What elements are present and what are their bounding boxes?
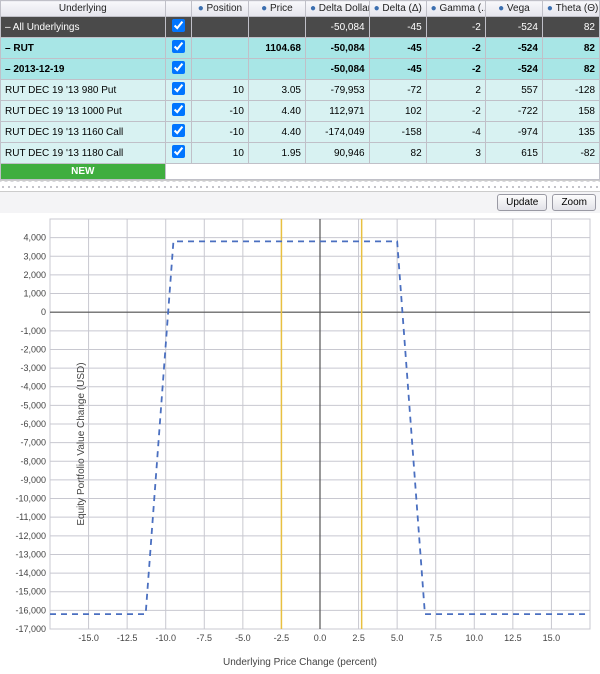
svg-text:-2,000: -2,000 xyxy=(20,344,46,354)
update-button[interactable]: Update xyxy=(497,194,547,211)
svg-text:-1,000: -1,000 xyxy=(20,326,46,336)
svg-text:-5.0: -5.0 xyxy=(235,633,251,643)
table-row[interactable]: RUT DEC 19 '13 1000 Put -104.40 112,9711… xyxy=(1,101,600,122)
svg-text:-7.5: -7.5 xyxy=(197,633,213,643)
svg-text:-17,000: -17,000 xyxy=(15,624,46,634)
zoom-button[interactable]: Zoom xyxy=(552,194,596,211)
svg-text:-9,000: -9,000 xyxy=(20,475,46,485)
svg-text:-5,000: -5,000 xyxy=(20,400,46,410)
table-row[interactable]: RUT DEC 19 '13 980 Put 103.05 -79,953-72… xyxy=(1,80,600,101)
svg-text:12.5: 12.5 xyxy=(504,633,522,643)
header-row: Underlying ● Position ● Price ● Delta Do… xyxy=(1,1,600,17)
svg-text:2,000: 2,000 xyxy=(23,270,46,280)
svg-text:-15.0: -15.0 xyxy=(78,633,99,643)
svg-text:3,000: 3,000 xyxy=(23,251,46,261)
chart-svg: 4,000 3,000 2,000 1,000 0 -1,000 -2,000 -3,000 -… xyxy=(0,213,600,653)
table-row[interactable]: RUT DEC 19 '13 1160 Call -104.40 -174,04… xyxy=(1,122,600,143)
svg-text:-8,000: -8,000 xyxy=(20,456,46,466)
x-axis-label: Underlying Price Change (percent) xyxy=(0,653,600,674)
svg-text:5.0: 5.0 xyxy=(391,633,404,643)
svg-text:-2.5: -2.5 xyxy=(274,633,290,643)
row-rut[interactable]: – RUT 1104.68 -50,084-45 -2-524 82 xyxy=(1,38,600,59)
chk-all[interactable] xyxy=(172,19,185,32)
col-vega[interactable]: ● Vega xyxy=(485,1,542,17)
svg-text:-12.5: -12.5 xyxy=(117,633,138,643)
chk-date[interactable] xyxy=(172,61,185,74)
svg-text:4,000: 4,000 xyxy=(23,233,46,243)
svg-text:-7,000: -7,000 xyxy=(20,438,46,448)
svg-text:-15,000: -15,000 xyxy=(15,587,46,597)
col-delta[interactable]: ● Delta (Δ) xyxy=(369,1,426,17)
svg-text:-3,000: -3,000 xyxy=(20,363,46,373)
svg-text:-14,000: -14,000 xyxy=(15,568,46,578)
svg-text:-6,000: -6,000 xyxy=(20,419,46,429)
svg-text:10.0: 10.0 xyxy=(466,633,484,643)
svg-text:-11,000: -11,000 xyxy=(16,512,46,522)
svg-text:0: 0 xyxy=(41,307,46,317)
svg-text:7.5: 7.5 xyxy=(429,633,442,643)
greeks-table: Underlying ● Position ● Price ● Delta Do… xyxy=(0,0,600,180)
svg-text:0.0: 0.0 xyxy=(314,633,327,643)
col-underlying[interactable]: Underlying xyxy=(1,1,166,17)
chart-toolbar: Update Zoom xyxy=(0,192,600,213)
svg-text:-12,000: -12,000 xyxy=(15,531,46,541)
col-delta-dollars[interactable]: ● Delta Dollars xyxy=(305,1,369,17)
chk-pos[interactable] xyxy=(172,124,185,137)
col-checkbox xyxy=(165,1,191,17)
svg-text:1,000: 1,000 xyxy=(23,289,46,299)
row-expiry[interactable]: – 2013-12-19 -50,084-45 -2-524 82 xyxy=(1,59,600,80)
svg-text:-4,000: -4,000 xyxy=(20,382,46,392)
svg-text:2.5: 2.5 xyxy=(352,633,365,643)
row-all-underlyings[interactable]: – All Underlyings -50,084-45 -2-524 82 xyxy=(1,17,600,38)
svg-text:-13,000: -13,000 xyxy=(15,549,46,559)
chk-pos[interactable] xyxy=(172,82,185,95)
chk-pos[interactable] xyxy=(172,145,185,158)
payoff-chart: Equity Portfolio Value Change (USD) 4,00… xyxy=(0,213,600,674)
col-price[interactable]: ● Price xyxy=(248,1,305,17)
svg-text:-10,000: -10,000 xyxy=(15,494,46,504)
chk-rut[interactable] xyxy=(172,40,185,53)
svg-text:-10.0: -10.0 xyxy=(155,633,176,643)
col-position[interactable]: ● Position xyxy=(191,1,248,17)
table-row[interactable]: RUT DEC 19 '13 1180 Call 101.95 90,94682… xyxy=(1,143,600,164)
col-gamma[interactable]: ● Gamma (... xyxy=(426,1,485,17)
chk-pos[interactable] xyxy=(172,103,185,116)
col-theta[interactable]: ● Theta (Θ) xyxy=(542,1,599,17)
splitter-bar[interactable] xyxy=(0,180,600,192)
y-axis-label: Equity Portfolio Value Change (USD) xyxy=(76,362,87,525)
svg-text:15.0: 15.0 xyxy=(543,633,561,643)
svg-text:-16,000: -16,000 xyxy=(15,605,46,615)
row-new[interactable]: NEW xyxy=(1,164,600,180)
